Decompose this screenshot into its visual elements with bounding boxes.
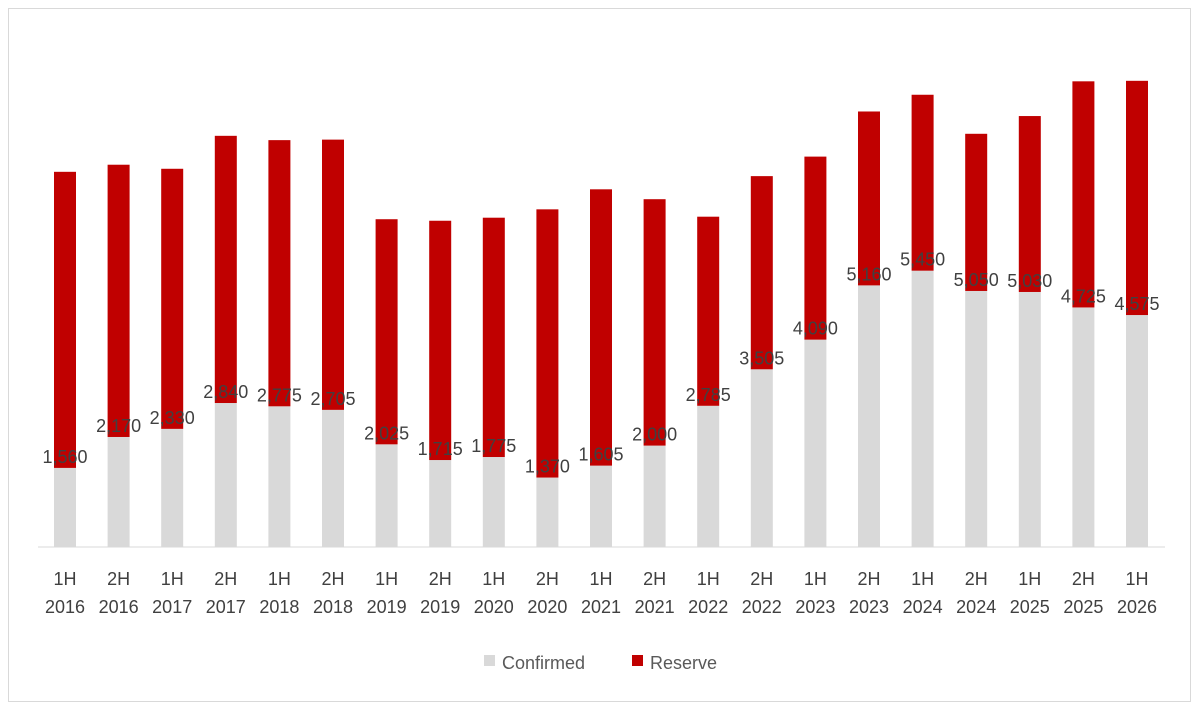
x-tick-label: 2H 2024: [956, 569, 996, 617]
data-label-confirmed: 1,605: [578, 445, 623, 465]
bar-reserve-14: [804, 156, 827, 340]
bar-confirmed-11: [643, 445, 666, 547]
bar-reserve-11: [643, 199, 666, 446]
bar-confirmed-10: [590, 465, 612, 547]
bar-reserve-1: [107, 164, 130, 437]
bar-confirmed-6: [375, 444, 398, 547]
data-label-confirmed: 2,785: [686, 385, 731, 405]
data-label-confirmed: 2,775: [257, 385, 302, 405]
bar-confirmed-16: [911, 270, 934, 547]
x-tick-label: 2H 2018: [313, 569, 353, 617]
x-tick-label: 2H 2017: [206, 569, 246, 617]
bar-confirmed-13: [750, 369, 773, 547]
data-label-confirmed: 1,715: [418, 439, 463, 459]
data-label-confirmed: 3,505: [739, 348, 784, 368]
x-tick-label: 1H 2022: [688, 569, 728, 617]
bar-reserve-4: [268, 140, 291, 407]
x-tick-label: 1H 2023: [795, 569, 835, 617]
bar-reserve-15: [858, 111, 880, 286]
data-label-confirmed: 4,575: [1114, 294, 1159, 314]
data-label-confirmed: 1,560: [42, 447, 87, 467]
bar-reserve-3: [214, 135, 237, 404]
bar-reserve-12: [697, 216, 720, 406]
bar-reserve-16: [911, 94, 934, 271]
legend-swatch-reserve: [632, 655, 643, 666]
bar-confirmed-8: [482, 457, 505, 547]
x-tick-label: 1H 2019: [367, 569, 407, 617]
x-tick-label: 1H 2020: [474, 569, 514, 617]
bar-reserve-18: [1018, 116, 1041, 292]
x-tick-label: 1H 2026: [1117, 569, 1157, 617]
bar-confirmed-0: [54, 467, 76, 547]
x-tick-label: 1H 2018: [259, 569, 299, 617]
data-label-confirmed: 5,160: [846, 264, 891, 284]
bar-confirmed-14: [804, 339, 827, 547]
x-tick-label: 2H 2022: [742, 569, 782, 617]
bar-reserve-2: [161, 168, 184, 429]
x-tick-label: 2H 2019: [420, 569, 460, 617]
x-tick-label: 2H 2020: [527, 569, 567, 617]
bar-confirmed-17: [965, 290, 988, 547]
bar-reserve-17: [965, 133, 988, 291]
bar-reserve-8: [482, 217, 505, 458]
data-label-confirmed: 1,775: [471, 436, 516, 456]
legend: Confirmed Reserve: [484, 653, 717, 673]
data-label-confirmed: 2,025: [364, 423, 409, 443]
data-label-confirmed: 2,705: [310, 389, 355, 409]
chart-frame: [8, 8, 1191, 702]
legend-label-reserve: Reserve: [650, 653, 717, 673]
x-tick-label: 1H 2021: [581, 569, 621, 617]
data-label-confirmed: 2,000: [632, 425, 677, 445]
x-tick-label: 2H 2023: [849, 569, 889, 617]
bar-reserve-19: [1072, 81, 1095, 308]
bar-confirmed-18: [1018, 291, 1041, 547]
bar-confirmed-7: [429, 460, 452, 547]
data-label-confirmed: 2,170: [96, 416, 141, 436]
data-label-confirmed: 5,450: [900, 250, 945, 270]
data-label-confirmed: 2,840: [203, 382, 248, 402]
x-tick-label: 1H 2017: [152, 569, 192, 617]
x-tick-label: 2H 2021: [635, 569, 675, 617]
data-label-confirmed: 5,030: [1007, 271, 1052, 291]
bar-confirmed-5: [322, 409, 344, 547]
bar-reserve-0: [54, 171, 76, 468]
legend-swatch-confirmed: [484, 655, 495, 666]
bar-reserve-7: [429, 220, 452, 461]
bar-reserve-20: [1126, 80, 1148, 316]
data-label-confirmed: 5,050: [954, 270, 999, 290]
legend-label-confirmed: Confirmed: [502, 653, 585, 673]
bar-confirmed-20: [1126, 315, 1148, 547]
bar-confirmed-1: [107, 436, 130, 547]
data-label-confirmed: 1,370: [525, 457, 570, 477]
data-label-confirmed: 2,330: [150, 408, 195, 428]
bar-confirmed-4: [268, 406, 291, 547]
bar-reserve-6: [375, 219, 398, 445]
data-label-confirmed: 4,725: [1061, 286, 1106, 306]
bar-confirmed-19: [1072, 307, 1095, 547]
data-label-confirmed: 4,090: [793, 319, 838, 339]
bar-confirmed-2: [161, 428, 184, 547]
bar-confirmed-3: [214, 403, 237, 547]
x-tick-label: 2H 2025: [1063, 569, 1103, 617]
x-tick-label: 1H 2016: [45, 569, 85, 617]
x-tick-label: 1H 2024: [903, 569, 943, 617]
bar-reserve-5: [322, 139, 344, 410]
bar-confirmed-12: [697, 405, 720, 547]
x-tick-label: 2H 2016: [99, 569, 139, 617]
bar-reserve-9: [536, 209, 559, 478]
bar-confirmed-15: [858, 285, 880, 547]
x-tick-label: 1H 2025: [1010, 569, 1050, 617]
bar-reserve-13: [750, 176, 773, 370]
bar-confirmed-9: [536, 477, 559, 547]
bar-reserve-10: [590, 189, 612, 466]
